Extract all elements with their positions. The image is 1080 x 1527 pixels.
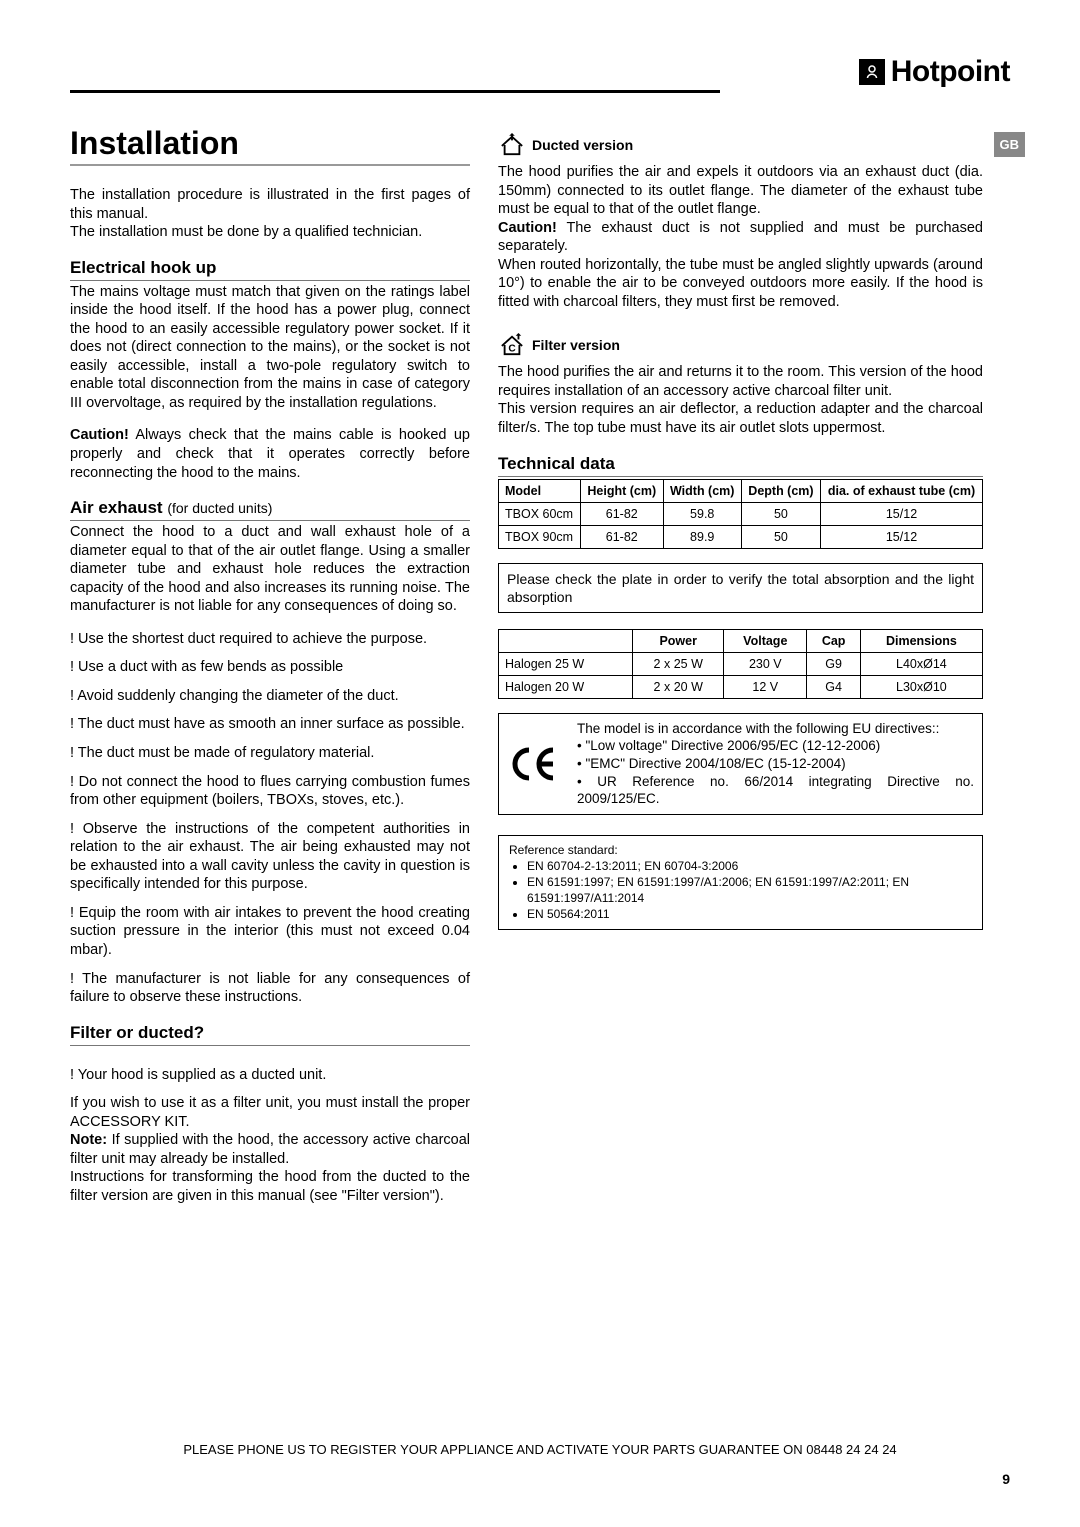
air-bullet: ! Equip the room with air intakes to pre…: [70, 904, 470, 960]
reference-item: EN 50564:2011: [527, 906, 972, 922]
filter-or-ducted-heading: Filter or ducted?: [70, 1023, 470, 1046]
content-columns: Installation The installation procedure …: [70, 125, 1010, 1219]
air-exhaust-sub: (for ducted units): [167, 500, 272, 516]
right-column: Ducted version The hood purifies the air…: [498, 125, 983, 1219]
technical-data-table: Model Height (cm) Width (cm) Depth (cm) …: [498, 479, 983, 549]
top-rule: [70, 90, 720, 93]
note-body: If supplied with the hood, the accessory…: [70, 1132, 470, 1167]
th-dia: dia. of exhaust tube (cm): [821, 479, 983, 502]
intro-paragraph-1: The installation procedure is illustrate…: [70, 186, 470, 223]
caution-label: Caution!: [498, 220, 557, 236]
air-bullet: ! Use the shortest duct required to achi…: [70, 630, 470, 649]
caution-label: Caution!: [70, 427, 129, 443]
filter-body-2: This version requires an air deflector, …: [498, 400, 983, 437]
electrical-body: The mains voltage must match that given …: [70, 283, 470, 413]
caution-body: The exhaust duct is not supplied and mus…: [498, 220, 983, 255]
ducted-version-label: Ducted version: [532, 137, 633, 153]
technical-data-heading: Technical data: [498, 454, 983, 477]
air-exhaust-heading: Air exhaust (for ducted units): [70, 498, 470, 521]
air-exhaust-body: Connect the hood to a duct and wall exha…: [70, 523, 470, 616]
ce-mark-icon: [507, 720, 567, 808]
svg-text:C: C: [508, 344, 516, 355]
filter-version-label: Filter version: [532, 337, 620, 353]
page-number: 9: [1002, 1471, 1010, 1487]
filter-note: Note: If supplied with the hood, the acc…: [70, 1131, 470, 1168]
filter-version-header: C Filter version: [498, 333, 620, 357]
th-model: Model: [499, 479, 581, 502]
ducted-version-header: Ducted version: [498, 133, 633, 157]
air-bullet: ! The duct must be made of regulatory ma…: [70, 744, 470, 763]
caution-body: Always check that the mains cable is hoo…: [70, 427, 470, 480]
table-row: TBOX 60cm 61-82 59.8 50 15/12: [499, 502, 983, 525]
filter-bullet: ! Your hood is supplied as a ducted unit…: [70, 1066, 470, 1085]
brand-name: Hotpoint: [891, 55, 1010, 89]
ce-line: • "Low voltage" Directive 2006/95/EC (12…: [577, 738, 880, 753]
ce-line: • "EMC" Directive 2004/108/EC (15-12-200…: [577, 756, 846, 771]
table-header-row: Power Voltage Cap Dimensions: [499, 629, 983, 652]
intro-paragraph-2: The installation must be done by a quali…: [70, 223, 470, 242]
th-depth: Depth (cm): [741, 479, 820, 502]
air-bullet: ! Do not connect the hood to flues carry…: [70, 773, 470, 810]
air-bullet: ! Use a duct with as few bends as possib…: [70, 658, 470, 677]
reference-standard-box: Reference standard: EN 60704-2-13:2011; …: [498, 835, 983, 930]
left-column: Installation The installation procedure …: [70, 125, 470, 1219]
reference-title: Reference standard:: [509, 842, 972, 858]
electrical-heading: Electrical hook up: [70, 258, 470, 281]
filter-body-1: The hood purifies the air and returns it…: [498, 363, 983, 400]
ce-compliance-box: The model is in accordance with the foll…: [498, 713, 983, 815]
reference-item: EN 61591:1997; EN 61591:1997/A1:2006; EN…: [527, 874, 972, 906]
filter-icon: C: [498, 333, 526, 357]
ducted-body-1: The hood purifies the air and expels it …: [498, 163, 983, 219]
ducted-icon: [498, 133, 526, 157]
air-bullet: ! Observe the instructions of the compet…: [70, 820, 470, 894]
electrical-caution: Caution! Always check that the mains cab…: [70, 426, 470, 482]
language-badge: GB: [994, 132, 1026, 157]
th-height: Height (cm): [580, 479, 663, 502]
brand-logo: Hotpoint: [859, 55, 1010, 89]
table-header-row: Model Height (cm) Width (cm) Depth (cm) …: [499, 479, 983, 502]
filter-p2: Instructions for transforming the hood f…: [70, 1168, 470, 1205]
air-exhaust-title: Air exhaust: [70, 498, 163, 517]
ce-text: The model is in accordance with the foll…: [577, 720, 974, 808]
table-row: Halogen 20 W 2 x 20 W 12 V G4 L30xØ10: [499, 675, 983, 698]
th-width: Width (cm): [663, 479, 741, 502]
ducted-body-2: When routed horizontally, the tube must …: [498, 256, 983, 312]
filter-p1: If you wish to use it as a filter unit, …: [70, 1094, 470, 1131]
lamp-table: Power Voltage Cap Dimensions Halogen 25 …: [498, 629, 983, 699]
footer-text: PLEASE PHONE US TO REGISTER YOUR APPLIAN…: [70, 1442, 1010, 1457]
ce-intro: The model is in accordance with the foll…: [577, 721, 939, 736]
table-row: TBOX 90cm 61-82 89.9 50 15/12: [499, 525, 983, 548]
note-label: Note:: [70, 1132, 107, 1148]
page-title: Installation: [70, 125, 470, 166]
air-bullet: ! The duct must have as smooth an inner …: [70, 715, 470, 734]
table-row: Halogen 25 W 2 x 25 W 230 V G9 L40xØ14: [499, 652, 983, 675]
air-bullet: ! The manufacturer is not liable for any…: [70, 970, 470, 1007]
brand-icon: [859, 59, 885, 85]
plate-note-box: Please check the plate in order to verif…: [498, 563, 983, 613]
air-bullet: ! Avoid suddenly changing the diameter o…: [70, 687, 470, 706]
ce-line: • UR Reference no. 66/2014 integrating D…: [577, 774, 974, 807]
reference-item: EN 60704-2-13:2011; EN 60704-3:2006: [527, 858, 972, 874]
ducted-caution: Caution! The exhaust duct is not supplie…: [498, 219, 983, 256]
